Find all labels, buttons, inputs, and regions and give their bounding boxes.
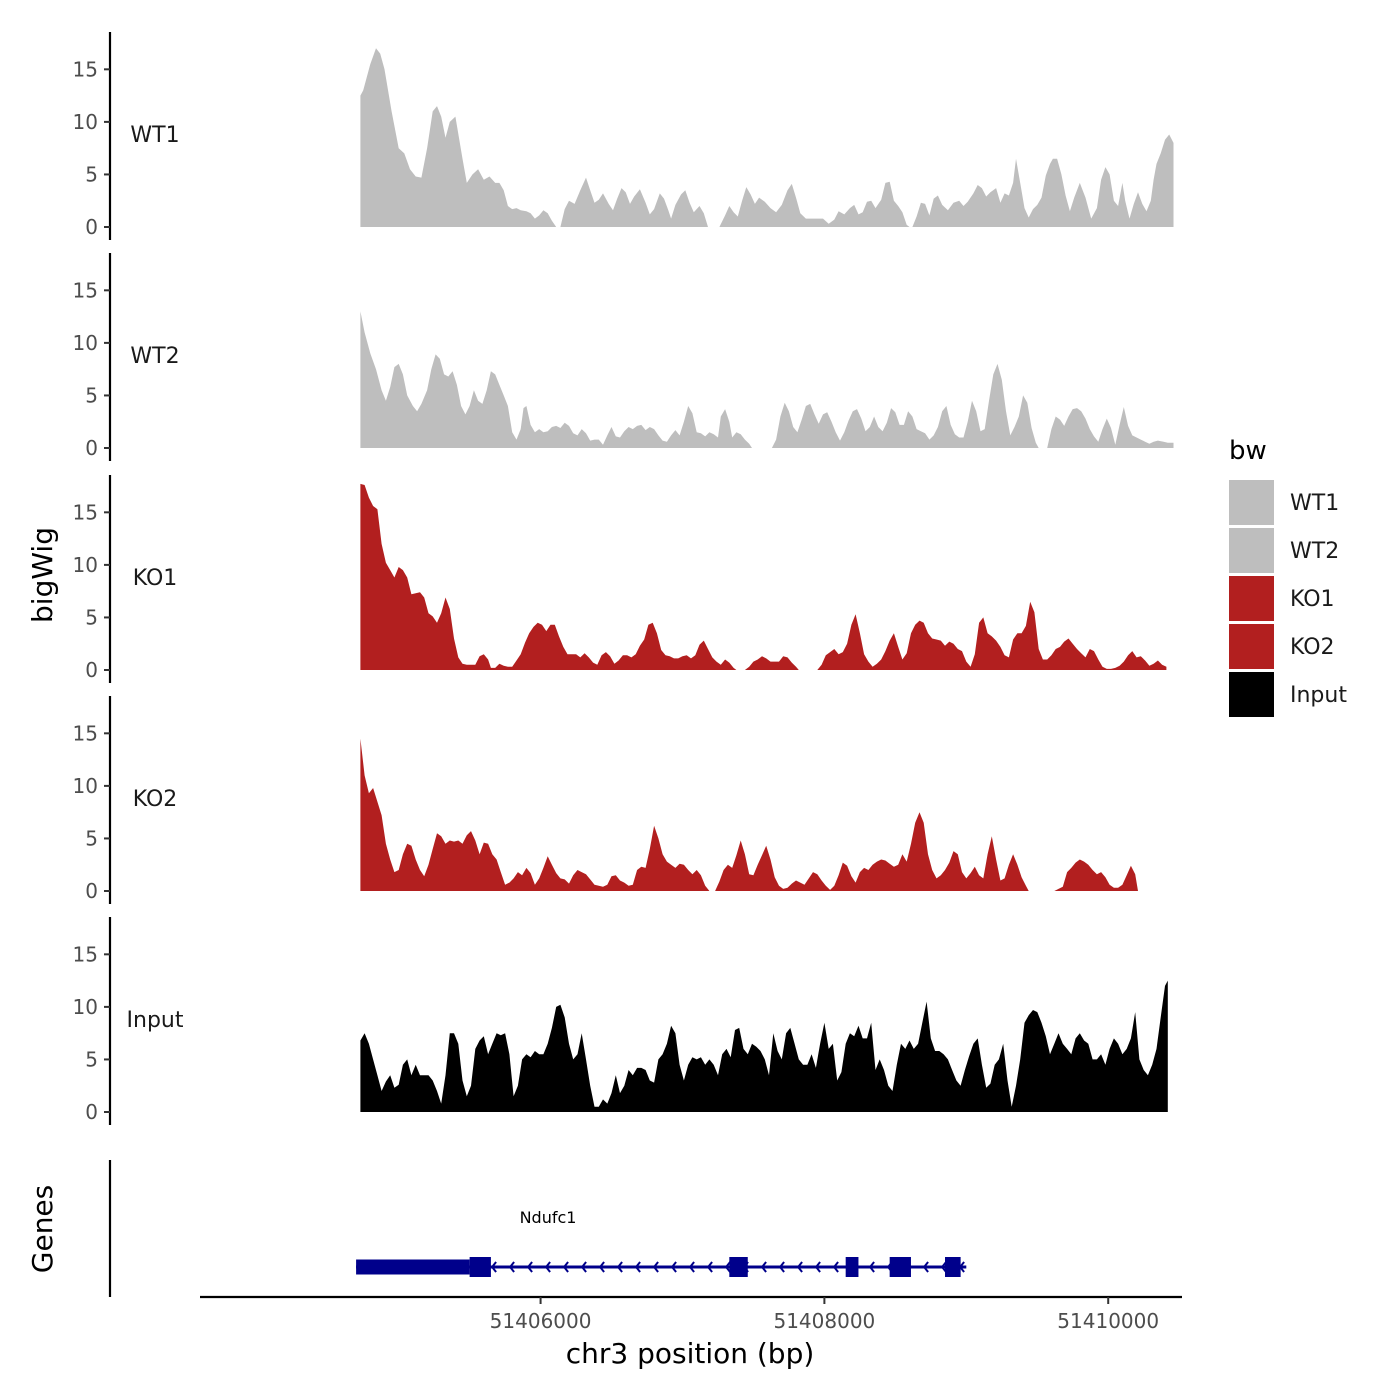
y-tick-label: 10	[73, 331, 98, 355]
strand-arrow	[526, 1261, 533, 1273]
y-tick-label: 15	[73, 57, 98, 81]
track-input: 0 5 10 15 Input	[73, 917, 1168, 1125]
y-tick-label: 5	[85, 162, 98, 186]
legend-label-ko1: KO1	[1290, 587, 1335, 612]
signal-area-ko2	[360, 738, 1138, 891]
y-tick-label: 15	[73, 500, 98, 524]
strand-arrow	[706, 1261, 713, 1273]
signal-area-wt2	[360, 311, 1174, 448]
track-label: WT2	[130, 344, 179, 369]
strand-arrow	[562, 1261, 569, 1273]
gene-exon	[469, 1257, 491, 1277]
strand-arrow	[922, 1261, 929, 1273]
strand-arrow	[688, 1261, 695, 1273]
track-label: WT1	[130, 123, 179, 148]
gene-exon	[845, 1257, 859, 1277]
x-tick-label: 51408000	[773, 1309, 875, 1333]
legend-key-wt1	[1229, 480, 1274, 525]
strand-arrow	[598, 1261, 605, 1273]
bigwig-tracks: 0 5 10 15 WT1 0 5 10 15 WT2 0 5 10 15 KO1 0 5 10 15 KO2 0 5 10…	[73, 32, 1174, 1125]
strand-arrow	[634, 1261, 641, 1273]
y-tick-label: 5	[85, 826, 98, 850]
track-wt1: 0 5 10 15 WT1	[73, 32, 1174, 240]
track-label: Input	[127, 1008, 184, 1033]
legend-label-wt2: WT2	[1290, 539, 1339, 564]
y-tick-label: 15	[73, 278, 98, 302]
y-tick-label: 0	[85, 658, 98, 682]
track-wt2: 0 5 10 15 WT2	[73, 253, 1174, 461]
legend-key-wt2	[1229, 528, 1274, 573]
x-tick-label: 51406000	[490, 1309, 592, 1333]
gene-label: Ndufc1	[520, 1208, 577, 1227]
gene-exon	[945, 1257, 961, 1277]
legend-key-ko2	[1229, 624, 1274, 669]
legend: bw WT1 WT2 KO1 KO2 Input	[1229, 436, 1347, 717]
track-ko1: 0 5 10 15 KO1	[73, 475, 1167, 683]
strand-arrow	[940, 1261, 947, 1273]
strand-arrow	[778, 1261, 785, 1273]
strand-arrow	[814, 1261, 821, 1273]
x-tick-label: 51410000	[1057, 1309, 1159, 1333]
y-tick-label: 5	[85, 383, 98, 407]
legend-key-input	[1229, 672, 1274, 717]
y-tick-label: 0	[85, 879, 98, 903]
gene-exon	[729, 1257, 748, 1277]
y-tick-label: 0	[85, 1100, 98, 1124]
legend-title: bw	[1229, 436, 1267, 466]
track-label: KO2	[133, 787, 178, 812]
genes-axis-title: Genes	[26, 1185, 59, 1273]
strand-arrow	[868, 1261, 875, 1273]
y-tick-label: 10	[73, 553, 98, 577]
x-axis-title: chr3 position (bp)	[566, 1337, 815, 1370]
y-tick-label: 15	[73, 721, 98, 745]
y-tick-label: 5	[85, 605, 98, 629]
strand-arrow	[670, 1261, 677, 1273]
y-tick-label: 15	[73, 942, 98, 966]
y-axis-title: bigWig	[26, 527, 59, 623]
strand-arrow	[724, 1261, 731, 1273]
strand-arrow	[580, 1261, 587, 1273]
y-tick-label: 5	[85, 1047, 98, 1071]
genes-panel: Ndufc1	[108, 1160, 967, 1297]
y-tick-label: 0	[85, 436, 98, 460]
strand-arrow	[544, 1261, 551, 1273]
gene-model-ndufc1[interactable]	[356, 1257, 967, 1277]
x-axis: 51406000 51408000 51410000	[200, 1295, 1182, 1333]
y-tick-label: 10	[73, 110, 98, 134]
signal-area-wt1	[360, 48, 1174, 227]
gene-exon	[889, 1257, 911, 1277]
signal-area-input	[360, 980, 1168, 1112]
gene-utr	[356, 1259, 470, 1275]
y-tick-label: 0	[85, 215, 98, 239]
y-tick-label: 10	[73, 774, 98, 798]
legend-label-input: Input	[1290, 683, 1347, 708]
track-label: KO1	[133, 566, 178, 591]
strand-arrow	[796, 1261, 803, 1273]
strand-arrow	[490, 1261, 497, 1273]
strand-arrow	[616, 1261, 623, 1273]
strand-arrow	[832, 1261, 839, 1273]
legend-key-ko1	[1229, 576, 1274, 621]
strand-arrow	[508, 1261, 515, 1273]
signal-area-ko1	[360, 483, 1167, 670]
legend-label-ko2: KO2	[1290, 635, 1335, 660]
strand-arrow	[760, 1261, 767, 1273]
y-tick-label: 10	[73, 995, 98, 1019]
track-ko2: 0 5 10 15 KO2	[73, 696, 1138, 904]
legend-label-wt1: WT1	[1290, 491, 1339, 516]
strand-arrow	[652, 1261, 659, 1273]
